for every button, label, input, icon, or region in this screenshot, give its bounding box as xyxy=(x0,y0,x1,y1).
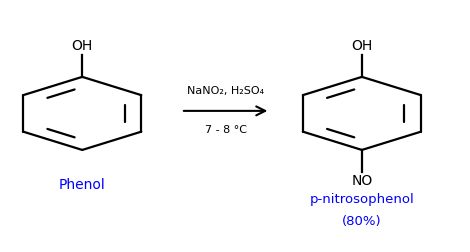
Text: 7 - 8 °C: 7 - 8 °C xyxy=(204,125,247,135)
Text: (80%): (80%) xyxy=(342,215,382,229)
Text: p-nitrosophenol: p-nitrosophenol xyxy=(310,193,414,206)
Text: NaNO₂, H₂SO₄: NaNO₂, H₂SO₄ xyxy=(187,86,264,96)
Text: OH: OH xyxy=(351,39,373,53)
Text: OH: OH xyxy=(71,39,93,53)
Text: Phenol: Phenol xyxy=(59,178,106,192)
Text: NO: NO xyxy=(351,174,373,188)
